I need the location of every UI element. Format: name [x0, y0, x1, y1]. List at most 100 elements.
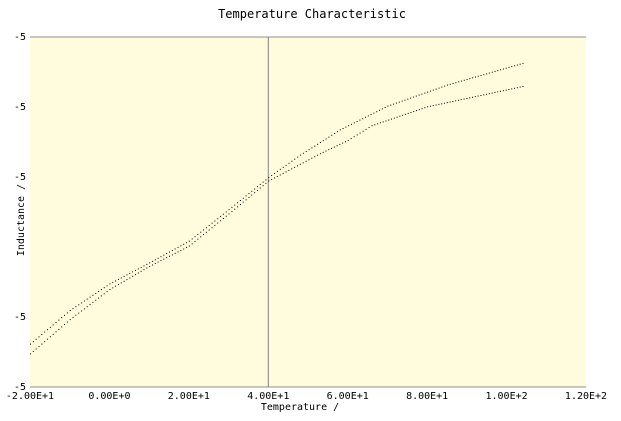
data-point: [186, 247, 188, 249]
data-point: [466, 97, 468, 99]
data-point: [322, 151, 324, 153]
data-point: [502, 68, 504, 70]
data-point: [268, 177, 270, 178]
data-point: [299, 163, 301, 165]
data-point: [183, 248, 185, 250]
data-point: [353, 122, 355, 124]
x-tick-label: 6.00E+1: [327, 391, 369, 402]
data-point: [317, 154, 319, 156]
data-point: [401, 100, 403, 102]
data-point: [180, 249, 182, 251]
data-point: [112, 287, 114, 289]
data-point: [92, 301, 94, 303]
y-axis-label: Inductance /: [16, 184, 27, 256]
data-point: [404, 113, 406, 115]
data-point: [154, 259, 156, 261]
data-point: [171, 250, 173, 251]
data-point: [514, 65, 516, 67]
data-point: [348, 125, 350, 127]
data-point: [314, 145, 316, 147]
data-point: [245, 199, 247, 201]
data-point: [522, 86, 524, 87]
data-point: [35, 338, 37, 340]
data-point: [339, 143, 341, 145]
x-tick-label: 4.00E+1: [247, 391, 289, 402]
data-point: [248, 193, 250, 195]
data-point: [291, 160, 293, 162]
data-point: [432, 89, 434, 91]
data-point: [508, 88, 510, 90]
data-point: [143, 269, 145, 271]
data-point: [83, 300, 85, 302]
data-point: [268, 180, 270, 182]
data-point: [325, 138, 327, 140]
data-point: [421, 93, 423, 95]
data-point: [483, 94, 485, 96]
x-tick-label: 8.00E+1: [406, 391, 448, 402]
data-point: [443, 102, 445, 104]
y-tick-label: -5: [14, 312, 26, 323]
data-point: [32, 341, 34, 343]
data-point: [460, 80, 462, 82]
data-point: [276, 175, 278, 177]
data-point: [58, 319, 60, 321]
data-point: [66, 321, 68, 323]
data-point: [98, 297, 100, 299]
data-point: [282, 172, 284, 174]
data-point: [52, 333, 54, 335]
data-point: [214, 220, 216, 222]
data-point: [214, 224, 216, 226]
data-point: [177, 246, 179, 248]
data-point: [438, 103, 440, 105]
data-point: [317, 143, 319, 145]
data-point: [160, 256, 162, 258]
data-point: [505, 89, 507, 91]
data-point: [407, 112, 409, 114]
data-point: [123, 280, 125, 282]
data-point: [35, 348, 37, 350]
data-point: [291, 168, 293, 170]
data-point: [228, 213, 230, 215]
data-point: [486, 73, 488, 75]
data-point: [477, 75, 479, 77]
data-point: [143, 265, 145, 267]
data-point: [511, 66, 513, 68]
data-point: [242, 201, 244, 203]
data-point: [444, 85, 446, 87]
data-point: [334, 133, 336, 134]
data-point: [407, 98, 409, 100]
data-point: [256, 186, 258, 188]
data-point: [89, 296, 91, 298]
data-point: [262, 181, 264, 183]
data-point: [166, 257, 168, 259]
data-point: [126, 274, 128, 276]
data-point: [200, 236, 202, 238]
data-point: [115, 285, 117, 287]
data-point: [415, 95, 417, 97]
data-point: [64, 324, 66, 325]
data-point: [222, 213, 224, 215]
data-point: [157, 261, 159, 263]
data-point: [41, 343, 43, 345]
data-point: [353, 136, 355, 138]
data-point: [282, 166, 284, 168]
data-point: [311, 157, 313, 159]
x-tick-labels: -2.00E+1 0.00E+0 2.00E+1 4.00E+1 6.00E+1 8.00…: [6, 391, 607, 402]
data-point: [86, 298, 88, 300]
data-point: [137, 268, 139, 270]
data-point: [191, 243, 193, 245]
data-point: [424, 107, 426, 109]
data-point: [271, 178, 273, 180]
data-point: [177, 251, 179, 253]
data-point: [508, 66, 510, 68]
data-point: [271, 174, 273, 176]
data-point: [58, 328, 60, 330]
data-point: [328, 149, 330, 151]
data-point: [516, 64, 518, 66]
data-point: [137, 272, 139, 274]
data-point: [288, 162, 290, 164]
data-point: [429, 105, 431, 107]
data-point: [336, 131, 338, 133]
data-point: [393, 117, 395, 119]
data-point: [183, 243, 185, 245]
